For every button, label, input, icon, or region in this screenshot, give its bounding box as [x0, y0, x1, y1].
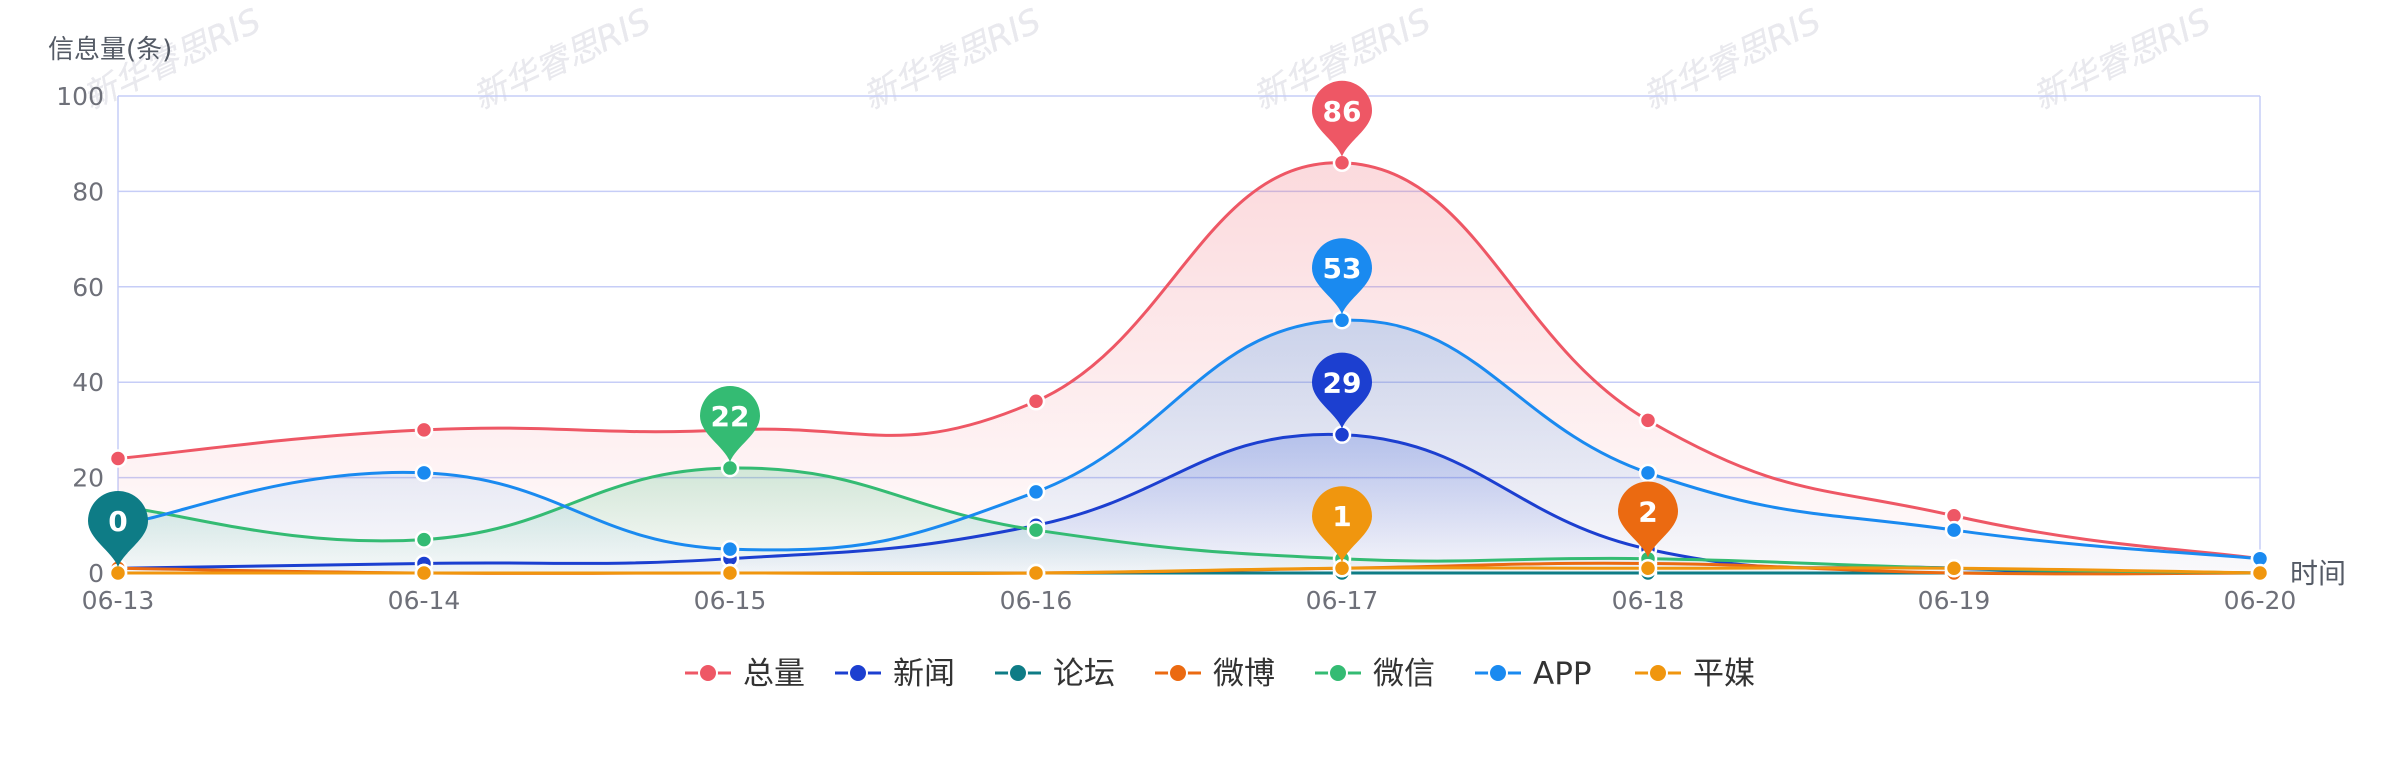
legend-item[interactable]: 微博	[1155, 656, 1275, 692]
peak-marker[interactable]: 2	[1618, 481, 1678, 558]
legend-item[interactable]: 总量	[685, 656, 805, 692]
data-point[interactable]	[1332, 153, 1352, 173]
x-tick-label: 06-18	[1612, 586, 1685, 615]
legend-swatch-dot	[848, 663, 868, 683]
series-line	[117, 318, 2261, 561]
data-point[interactable]	[1332, 425, 1352, 444]
legend-label: APP	[1533, 656, 1592, 692]
y-tick-label: 40	[72, 368, 104, 397]
peak-value-label: 86	[1323, 95, 1362, 128]
watermark-text: 新华睿思RIS	[1637, 1, 1827, 118]
data-point[interactable]	[1026, 563, 1046, 583]
y-tick-label: 100	[56, 82, 104, 111]
y-tick-label: 20	[72, 464, 104, 493]
data-point[interactable]	[1944, 558, 1964, 578]
x-tick-label: 06-17	[1306, 586, 1379, 615]
data-point[interactable]	[1332, 310, 1352, 330]
data-point[interactable]	[414, 420, 434, 440]
legend-swatch-dot	[1008, 663, 1028, 683]
legend-label: 微博	[1213, 656, 1275, 692]
series-line	[117, 161, 2261, 561]
peak-value-label: 1	[1332, 500, 1351, 533]
legend-label: 新闻	[893, 656, 955, 692]
data-point[interactable]	[720, 458, 740, 478]
y-tick-label: 60	[72, 273, 104, 302]
legend-swatch-dot	[1648, 663, 1668, 683]
data-point[interactable]	[108, 563, 128, 583]
peak-pin-shape	[1312, 352, 1372, 429]
data-point[interactable]	[1026, 392, 1046, 411]
peak-marker[interactable]: 53	[1312, 238, 1372, 315]
legend-swatch-dot	[1168, 663, 1188, 683]
x-axis-title: 时间	[2290, 557, 2346, 590]
data-point[interactable]	[1026, 482, 1046, 502]
series-line	[117, 566, 2261, 575]
peak-pin-shape	[1312, 486, 1372, 563]
watermark-text: 新华睿思RIS	[2027, 1, 2217, 118]
legend-label: 论坛	[1053, 656, 1115, 692]
legend-swatch-dot	[1488, 663, 1508, 683]
peak-pin-shape	[700, 386, 760, 463]
peak-value-label: 22	[711, 400, 750, 433]
peak-pin-shape	[1312, 80, 1372, 157]
watermark-layer: 新华睿思RIS 新华睿思RIS 新华睿思RIS 新华睿思RIS 新华睿思RIS 新华睿思R…	[77, 1, 2217, 118]
peak-value-label: 0	[108, 505, 127, 538]
peak-value-label: 29	[1323, 367, 1362, 400]
x-tick-label: 06-14	[388, 586, 461, 615]
data-point[interactable]	[1638, 558, 1658, 578]
data-point[interactable]	[414, 530, 434, 549]
peak-marker[interactable]: 22	[700, 386, 760, 463]
x-tick-label: 06-19	[1918, 586, 1991, 615]
y-axis-title: 信息量(条)	[48, 35, 172, 65]
x-tick-label: 06-20	[2224, 586, 2297, 615]
y-tick-label: 80	[72, 177, 104, 206]
peak-marker[interactable]: 29	[1312, 352, 1372, 429]
data-point[interactable]	[414, 563, 434, 583]
series-area	[118, 320, 2260, 573]
legend-item[interactable]: 微信	[1315, 656, 1435, 692]
data-point[interactable]	[108, 449, 128, 468]
x-tick-label: 06-13	[82, 586, 155, 615]
data-point[interactable]	[1638, 411, 1658, 430]
series-area	[118, 162, 2260, 573]
data-point[interactable]	[1332, 558, 1352, 578]
data-point[interactable]	[720, 539, 740, 559]
legend-swatch-dot	[698, 663, 718, 683]
watermark-text: 新华睿思RIS	[857, 1, 1047, 118]
peak-marker[interactable]: 1	[1312, 486, 1372, 563]
data-point[interactable]	[414, 463, 434, 483]
legend-label: 微信	[1373, 656, 1435, 692]
x-tick-label: 06-16	[1000, 586, 1073, 615]
y-tick-label: 0	[88, 559, 104, 588]
data-point[interactable]	[2250, 563, 2270, 583]
peak-value-label: 53	[1323, 252, 1362, 285]
peak-pin-shape	[88, 491, 148, 567]
peak-pin-shape	[1618, 481, 1678, 558]
data-point[interactable]	[1638, 463, 1658, 483]
legend-swatch-dot	[1328, 663, 1348, 683]
legend-item[interactable]: 平媒	[1635, 656, 1755, 692]
peak-pin-shape	[1312, 238, 1372, 315]
legend-label: 总量	[743, 656, 805, 692]
data-point[interactable]	[1944, 520, 1964, 540]
peak-marker[interactable]: 86	[1312, 80, 1372, 157]
watermark-text: 新华睿思RIS	[467, 1, 657, 118]
legend: 总量 新闻 论坛 微博 微信 APP 平媒	[685, 656, 1755, 692]
legend-item[interactable]: 论坛	[995, 656, 1115, 692]
legend-item[interactable]: APP	[1475, 656, 1592, 692]
peak-marker[interactable]: 0	[88, 491, 148, 567]
data-point[interactable]	[1026, 520, 1046, 540]
legend-label: 平媒	[1693, 656, 1755, 692]
legend-item[interactable]: 新闻	[835, 656, 955, 692]
peak-value-label: 2	[1638, 495, 1657, 528]
data-point[interactable]	[720, 563, 740, 583]
x-tick-label: 06-15	[694, 586, 767, 615]
